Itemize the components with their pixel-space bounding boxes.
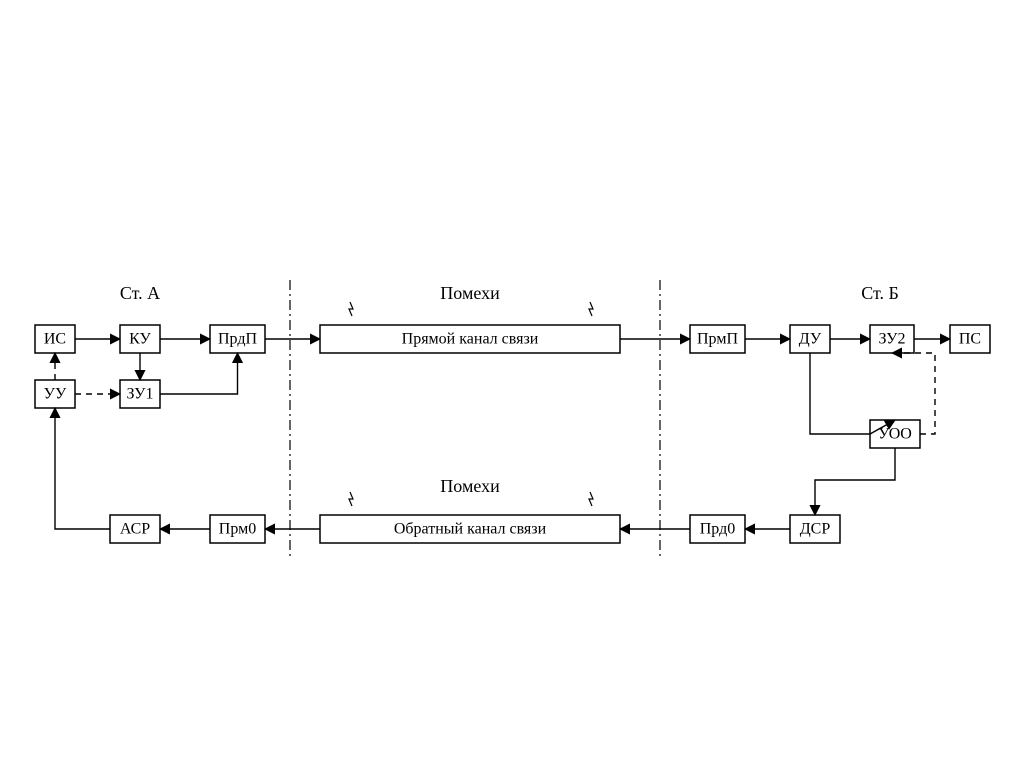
block-label-УУ: УУ xyxy=(44,386,67,403)
block-diagram: Ст. А Помехи Ст. Б Помехи ИС КУ ПрдП УУ ЗУ1 АСР Пр… xyxy=(0,0,1024,767)
block-label-КУ: КУ xyxy=(129,331,151,348)
block-label-Прм0: Прм0 xyxy=(219,521,256,538)
noise-arrow xyxy=(589,492,593,506)
block-label-ИС: ИС xyxy=(44,331,66,348)
block-label-ЗУ1: ЗУ1 xyxy=(127,386,154,403)
header-noise2: Помехи xyxy=(440,476,500,496)
noise-arrow xyxy=(349,492,353,506)
block-label-fwd: Прямой канал связи xyxy=(402,331,539,348)
edge-АСР-УУ xyxy=(55,408,110,529)
block-label-ПС: ПС xyxy=(959,331,981,348)
block-label-ДУ: ДУ xyxy=(799,331,822,348)
block-label-rev: Обратный канал связи xyxy=(394,521,547,538)
header-noise1: Помехи xyxy=(440,283,500,303)
block-label-УОО: УОО xyxy=(878,426,912,443)
header-stA: Ст. А xyxy=(120,283,160,303)
noise-arrow xyxy=(589,302,593,316)
noise-arrow xyxy=(349,302,353,316)
edge-ДУ-УОО xyxy=(810,353,895,434)
block-label-ДСР: ДСР xyxy=(800,521,831,538)
block-label-ПрмП: ПрмП xyxy=(697,331,738,348)
edge-ЗУ1-ПрдП xyxy=(160,353,238,394)
header-stB: Ст. Б xyxy=(861,283,899,303)
edge-УОО-ДСР xyxy=(815,448,895,515)
edge-УОО-ЗУ2 xyxy=(892,353,935,434)
block-label-Прд0: Прд0 xyxy=(700,521,735,538)
block-label-ЗУ2: ЗУ2 xyxy=(879,331,906,348)
block-label-ПрдП: ПрдП xyxy=(218,331,257,348)
block-label-АСР: АСР xyxy=(120,521,150,538)
